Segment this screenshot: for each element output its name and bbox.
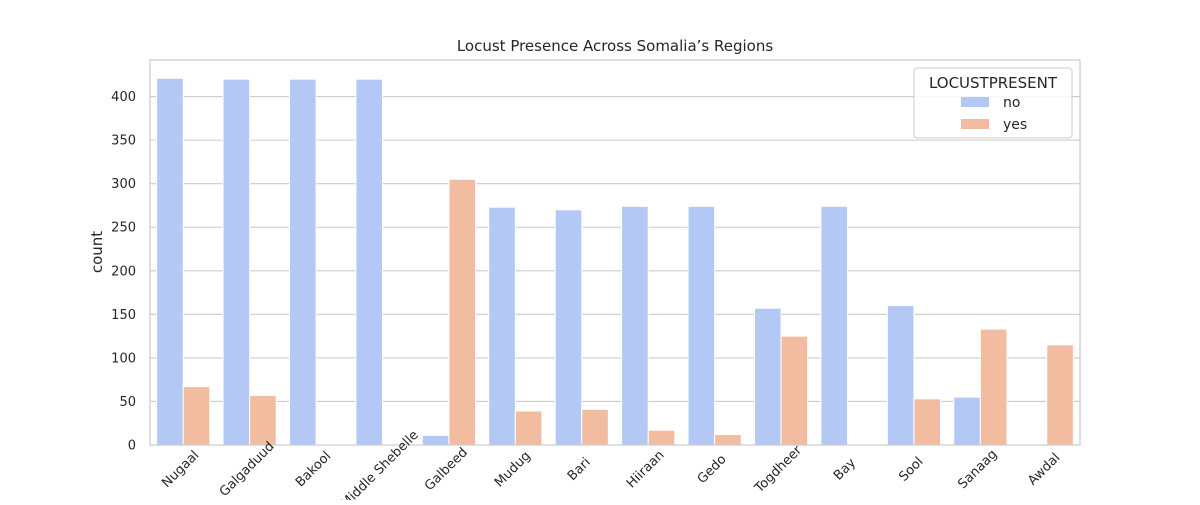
legend-label-no: no	[1003, 95, 1020, 111]
bar-bari-yes	[581, 408, 609, 446]
x-tick-label-sanaag: Sanaag	[955, 447, 1000, 492]
bar-sanaag-no	[953, 396, 981, 446]
y-tick-label-0: 0	[128, 439, 136, 454]
x-tick-label-sool: Sool	[896, 454, 926, 484]
legend-swatch-yes	[961, 119, 989, 129]
bar-galgaduud-no	[222, 78, 251, 446]
y-tick-label-250: 250	[111, 221, 136, 236]
y-tick-label-200: 200	[111, 264, 136, 279]
bar-galbeed-no	[421, 434, 450, 446]
legend-box	[913, 67, 1073, 139]
bar-middle-shebelle-no	[355, 78, 383, 446]
y-tick-label-300: 300	[111, 177, 136, 192]
bar-bakool-no	[289, 78, 317, 446]
y-axis-label: count	[88, 231, 106, 273]
x-tick-label-galgaduud: Galgaduud	[217, 439, 278, 500]
y-tick-label-50: 50	[119, 395, 136, 410]
bar-mudug-no	[488, 206, 516, 446]
x-tick-label-bakool: Bakool	[293, 449, 334, 490]
bar-sanaag-yes	[979, 328, 1008, 446]
bar-bari-no	[554, 209, 583, 446]
x-tick-label-mudug: Mudug	[492, 449, 534, 491]
bar-togdheer-yes	[780, 335, 809, 446]
x-tick-label-togdheer: Togdheer	[751, 443, 805, 497]
x-tick-label-bay: Bay	[831, 455, 859, 483]
bar-togdheer-no	[754, 307, 782, 446]
x-tick-label-galbeed: Galbeed	[422, 445, 471, 494]
x-tick-label-awdal: Awdal	[1025, 450, 1063, 488]
bar-galbeed-yes	[448, 178, 476, 446]
bar-awdal-yes	[1046, 344, 1074, 446]
legend-title: LOCUSTPRESENT	[929, 74, 1058, 92]
y-tick-label-150: 150	[111, 308, 136, 323]
x-tick-label-hiiraan: Hiiraan	[624, 448, 667, 491]
x-tick-label-gedo: Gedo	[695, 452, 730, 487]
bar-mudug-yes	[514, 410, 543, 446]
legend-swatch-no	[961, 97, 989, 107]
bar-bay-no	[820, 205, 849, 446]
bar-nugaal-yes	[182, 386, 211, 446]
bar-hiiraan-yes	[647, 429, 676, 446]
y-tick-labels: 0 50 100 150 200 250 300 350 400	[111, 90, 136, 453]
bar-sool-no	[886, 305, 915, 446]
y-tick-label-100: 100	[111, 351, 136, 366]
y-tick-label-350: 350	[111, 134, 136, 149]
chart-title: Locust Presence Across Somalia’s Regions	[457, 37, 774, 55]
bar-nugaal-no	[156, 77, 184, 446]
bars	[156, 77, 1074, 446]
x-tick-label-bari: Bari	[565, 455, 594, 484]
legend: LOCUSTPRESENT no yes	[913, 67, 1073, 139]
x-tick-label-nugaal: Nugaal	[159, 448, 202, 491]
bar-galgaduud-yes	[249, 394, 277, 446]
y-tick-label-400: 400	[111, 90, 136, 105]
bar-gedo-yes	[714, 434, 742, 446]
plot-frame	[149, 59, 1081, 446]
bar-gedo-no	[687, 205, 716, 446]
legend-label-yes: yes	[1003, 117, 1027, 133]
bar-sool-yes	[913, 398, 942, 446]
bar-hiiraan-no	[621, 205, 649, 446]
